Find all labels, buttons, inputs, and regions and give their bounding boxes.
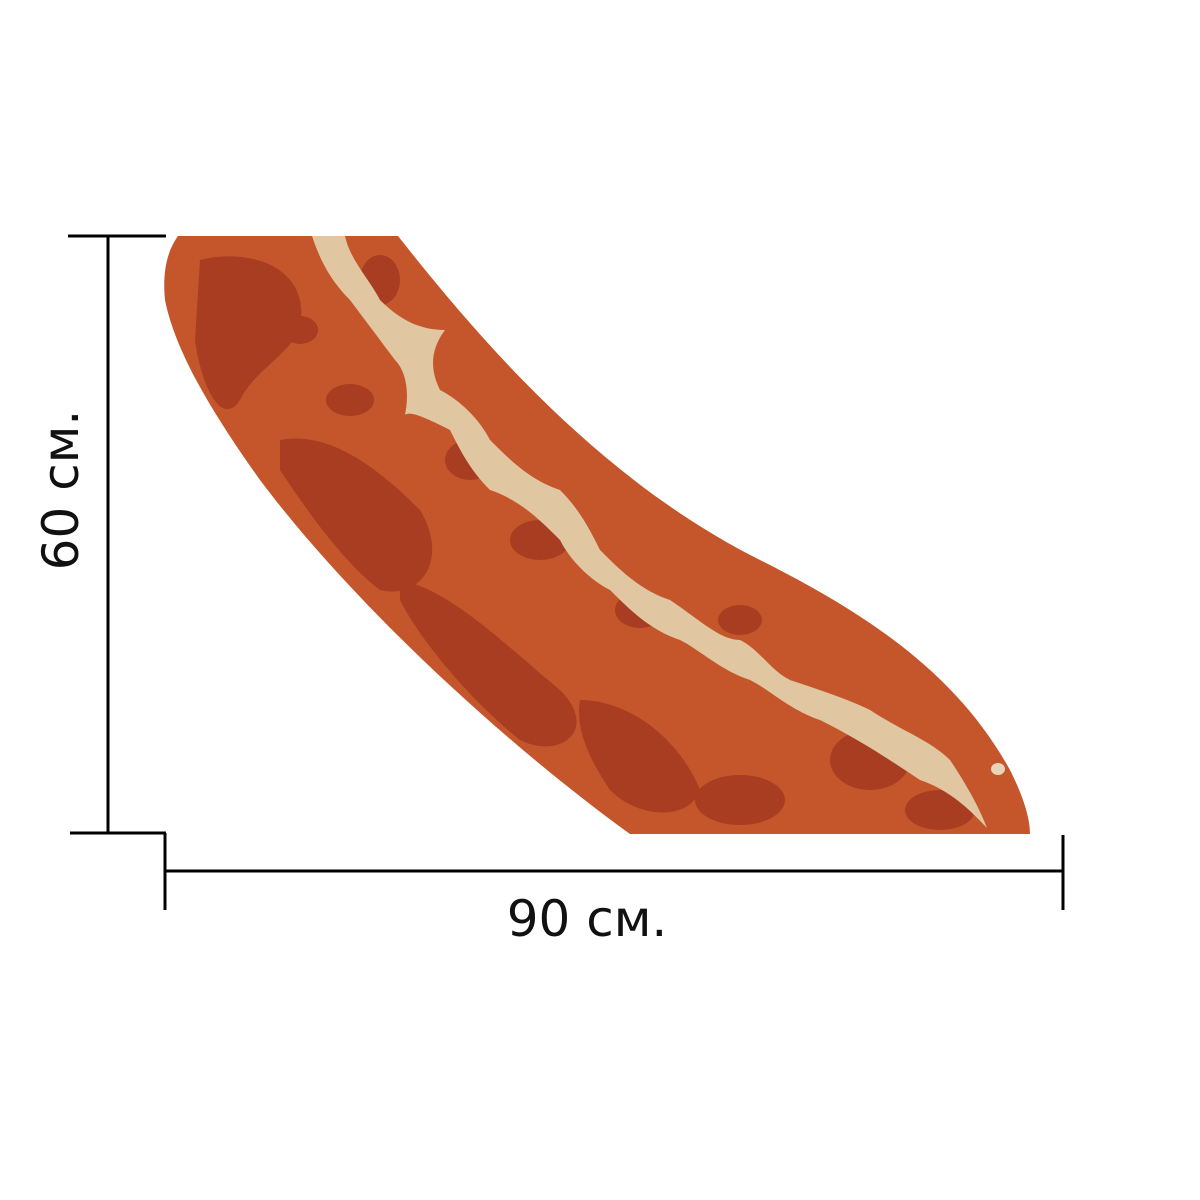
- width-dimension: 90 см.: [163, 833, 1065, 948]
- sausage: [164, 236, 1030, 834]
- width-label: 90 см.: [507, 890, 668, 948]
- height-label: 60 см.: [32, 410, 90, 571]
- height-dimension: 60 см.: [32, 234, 166, 835]
